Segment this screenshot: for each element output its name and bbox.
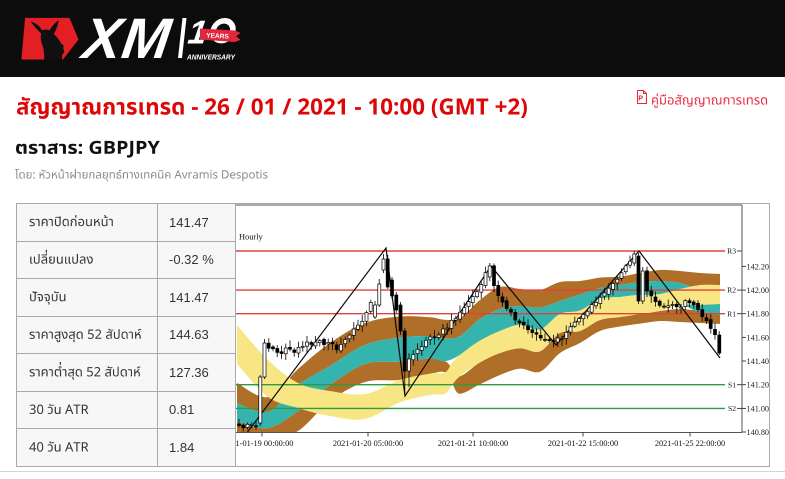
svg-text:2021-01-21 10:00:00: 2021-01-21 10:00:00 <box>438 439 508 448</box>
svg-text:141.00: 141.00 <box>747 404 770 413</box>
svg-text:142.20: 142.20 <box>747 262 770 271</box>
svg-text:141.60: 141.60 <box>747 333 770 342</box>
svg-text:2021-01-22 15:00:00: 2021-01-22 15:00:00 <box>548 439 618 448</box>
svg-text:YEARS: YEARS <box>206 33 230 41</box>
svg-text:ANNIVERSARY: ANNIVERSARY <box>186 55 236 62</box>
svg-text:142.00: 142.00 <box>747 286 770 295</box>
svg-text:R1: R1 <box>727 309 736 318</box>
svg-text:XM: XM <box>76 7 176 71</box>
svg-text:141.20: 141.20 <box>747 381 770 390</box>
svg-text:1: 1 <box>186 15 210 52</box>
svg-text:R2: R2 <box>727 286 736 295</box>
svg-text:P: P <box>638 94 643 103</box>
svg-text:141.80: 141.80 <box>747 310 770 319</box>
svg-text:S2: S2 <box>728 404 736 413</box>
svg-text:140.80: 140.80 <box>747 428 770 437</box>
svg-text:S1: S1 <box>728 380 736 389</box>
svg-text:Hourly: Hourly <box>239 233 264 242</box>
svg-text:2021-01-25 22:00:00: 2021-01-25 22:00:00 <box>655 439 725 448</box>
svg-text:R3: R3 <box>727 247 736 256</box>
svg-text:21-01-19 00:00:00: 21-01-19 00:00:00 <box>236 439 293 448</box>
svg-text:2021-01-20 05:00:00: 2021-01-20 05:00:00 <box>333 439 403 448</box>
svg-text:141.40: 141.40 <box>747 357 770 366</box>
